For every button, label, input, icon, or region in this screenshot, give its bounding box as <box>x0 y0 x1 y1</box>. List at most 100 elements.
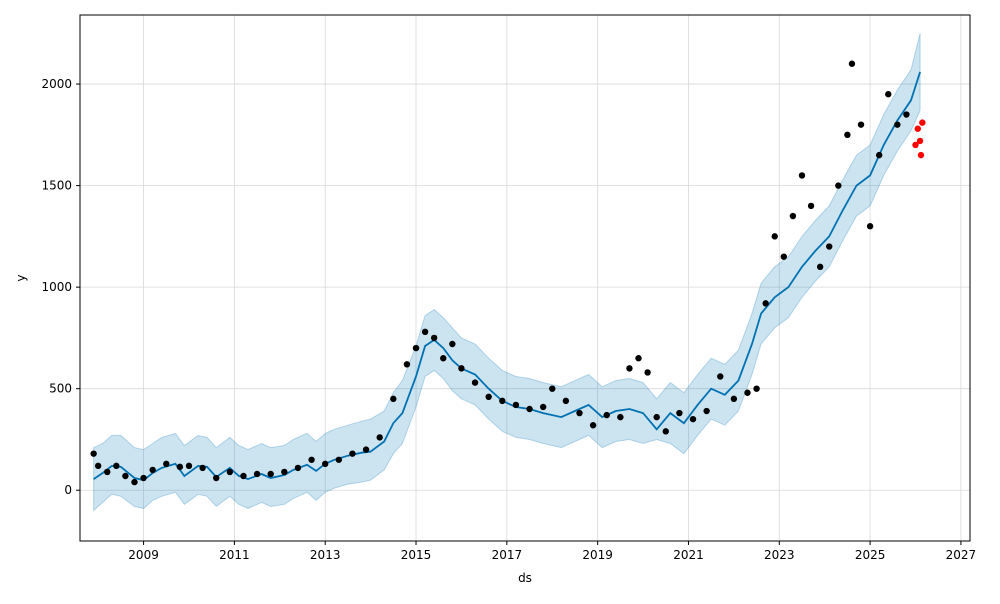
observed-point <box>349 450 356 457</box>
observed-point <box>717 373 724 380</box>
observed-point <box>826 243 833 250</box>
x-axis-label: ds <box>518 571 532 585</box>
grid <box>80 15 970 541</box>
observed-point <box>603 411 610 419</box>
x-tick-label: 2013 <box>310 548 341 562</box>
observed-point <box>199 464 206 472</box>
observed-point <box>430 334 438 342</box>
observed-point <box>644 369 651 376</box>
observed-point <box>526 405 533 413</box>
y-axis-label: y <box>14 274 28 281</box>
observed-point <box>253 470 261 478</box>
plot-background <box>80 15 970 541</box>
observed-point <box>499 397 506 405</box>
observed-point <box>335 456 343 463</box>
observed-point <box>676 409 683 417</box>
observed-point <box>185 462 193 470</box>
observed-point <box>294 464 302 472</box>
observed-point <box>440 355 447 362</box>
observed-point <box>866 223 874 230</box>
observed-point <box>844 131 851 139</box>
observed-point <box>730 395 738 403</box>
observed-point <box>163 460 170 468</box>
observed-points-layer <box>90 60 910 486</box>
x-tick-label: 2021 <box>673 548 704 562</box>
observed-point <box>122 472 129 480</box>
observed-point <box>308 456 315 463</box>
test-point <box>919 119 926 126</box>
observed-point <box>94 462 102 470</box>
observed-point <box>703 407 710 415</box>
y-tick-label: 2000 <box>41 77 72 91</box>
observed-point <box>744 389 751 396</box>
uncertainty-band-layer <box>93 33 921 512</box>
observed-point <box>626 365 633 372</box>
observed-point <box>662 428 669 435</box>
observed-point <box>512 401 520 409</box>
observed-point <box>458 365 465 372</box>
observed-point <box>390 395 397 403</box>
observed-point <box>875 151 883 159</box>
observed-point <box>281 468 288 476</box>
observed-point <box>816 263 824 271</box>
observed-point <box>226 468 234 476</box>
x-tick-label: 2027 <box>946 548 977 562</box>
x-tick-label: 2017 <box>492 548 523 562</box>
observed-point <box>213 474 220 482</box>
y-axis: 0 500 1000 1500 2000 <box>41 77 80 497</box>
y-tick-label: 1000 <box>41 280 72 294</box>
test-point <box>912 141 919 149</box>
x-tick-label: 2011 <box>219 548 250 562</box>
observed-point <box>653 413 660 421</box>
observed-point <box>362 446 370 453</box>
observed-point <box>104 468 111 476</box>
observed-point <box>576 409 583 417</box>
observed-point <box>131 478 138 486</box>
observed-point <box>885 91 892 98</box>
observed-point <box>449 340 456 348</box>
observed-point <box>789 212 797 220</box>
observed-point <box>753 385 760 392</box>
observed-point <box>848 60 856 67</box>
uncertainty-band <box>93 33 921 512</box>
observed-point <box>149 466 156 474</box>
test-point <box>914 125 921 132</box>
test-points-layer <box>912 119 926 159</box>
observed-point <box>539 403 547 411</box>
x-axis: 2009 2011 2013 2015 2017 2019 2021 2023 2025 2027 <box>128 541 976 562</box>
y-tick-label: 0 <box>64 483 72 497</box>
observed-point <box>113 462 120 470</box>
observed-point <box>780 253 788 260</box>
x-tick-label: 2019 <box>582 548 613 562</box>
observed-point <box>412 344 420 352</box>
x-tick-label: 2015 <box>401 548 432 562</box>
x-tick-label: 2009 <box>128 548 159 562</box>
observed-point <box>807 202 815 210</box>
test-point <box>916 137 924 145</box>
observed-point <box>894 121 901 128</box>
observed-point <box>267 470 274 478</box>
observed-point <box>140 474 147 482</box>
observed-point <box>903 111 910 118</box>
x-tick-label: 2025 <box>855 548 886 562</box>
observed-point <box>617 413 624 421</box>
observed-point <box>403 361 411 368</box>
observed-point <box>322 460 329 468</box>
plot-frame <box>79 14 971 542</box>
observed-point <box>471 379 479 386</box>
x-tick-label: 2023 <box>764 548 795 562</box>
observed-point <box>562 397 570 405</box>
test-point <box>917 151 925 159</box>
observed-point <box>240 472 247 480</box>
y-tick-label: 500 <box>49 382 72 396</box>
y-tick-label: 1500 <box>41 179 72 193</box>
observed-point <box>635 355 642 362</box>
observed-point <box>857 121 865 128</box>
observed-point <box>771 233 778 240</box>
observed-point <box>762 300 769 307</box>
observed-point <box>689 415 697 423</box>
observed-point <box>421 328 429 336</box>
observed-point <box>176 463 184 471</box>
observed-point <box>485 393 492 401</box>
